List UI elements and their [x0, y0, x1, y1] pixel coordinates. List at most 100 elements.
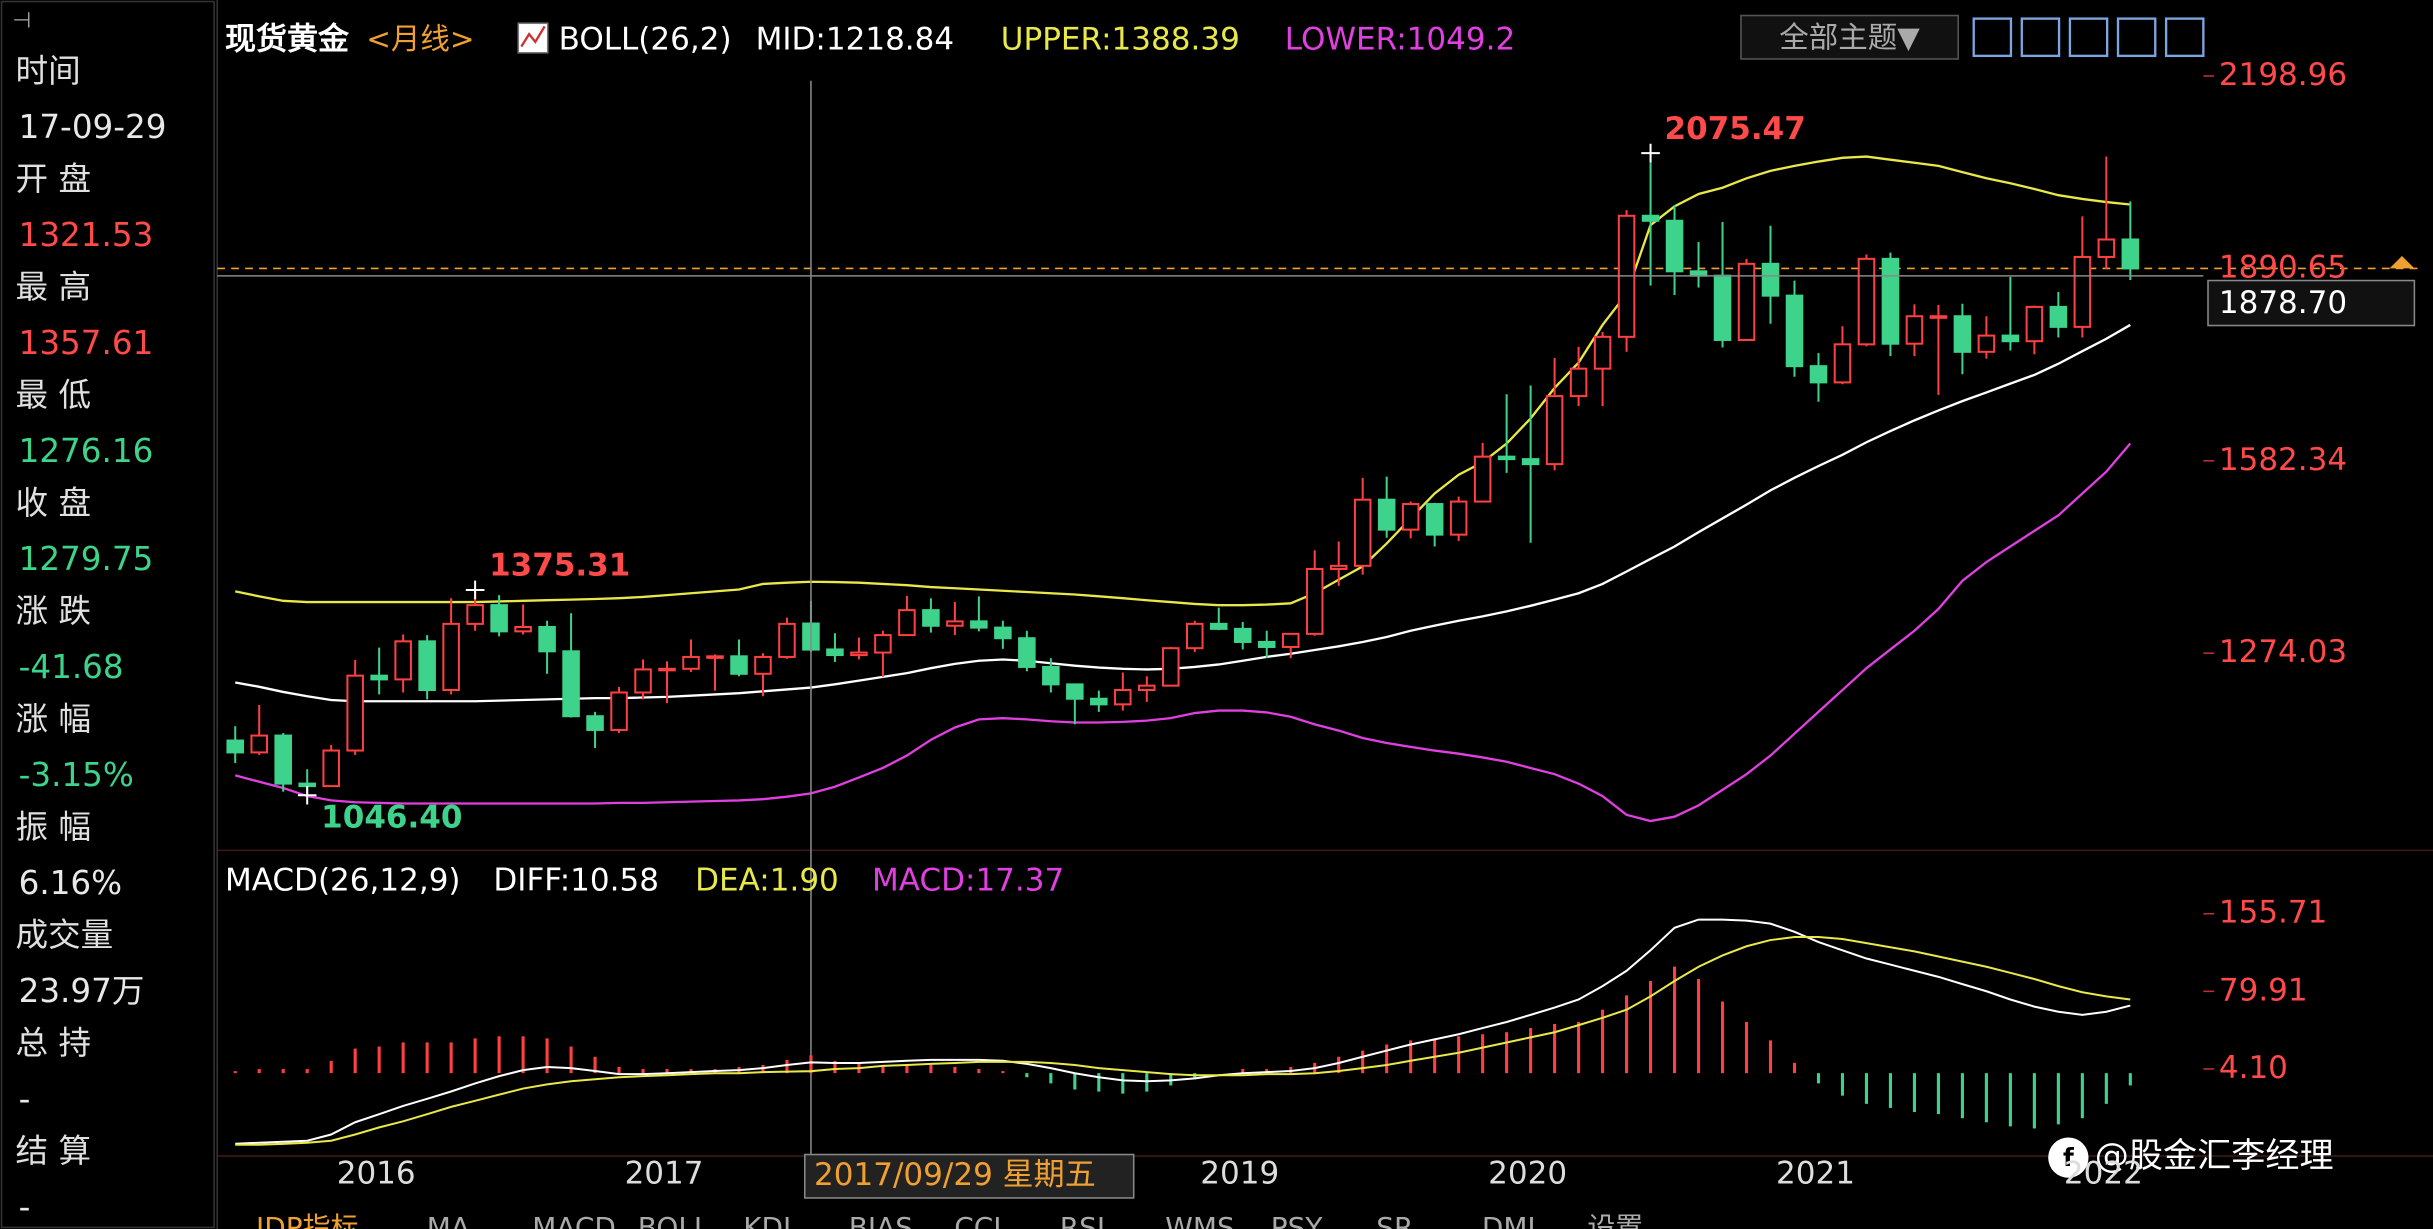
candle-body	[898, 609, 916, 637]
tool-icon[interactable]	[2116, 17, 2157, 58]
candle-body	[250, 734, 268, 754]
tab[interactable]: KDJ	[743, 1211, 791, 1229]
tab[interactable]: MACD	[532, 1211, 616, 1229]
y-tick-label: 1274.03	[2219, 634, 2347, 670]
candle-body	[1186, 622, 1204, 650]
candle-body	[1162, 647, 1180, 687]
candle-body	[1785, 294, 1804, 368]
candle-body	[1737, 262, 1756, 341]
legend-entry: DEA:1.90	[695, 862, 839, 898]
tab[interactable]: WMS	[1165, 1211, 1234, 1229]
sidebar-value: 17-09-29	[19, 108, 167, 146]
candle-body	[2025, 305, 2044, 343]
candle-body	[1521, 458, 1540, 466]
tab[interactable]: MA	[427, 1211, 470, 1229]
candle-body	[1209, 622, 1228, 630]
last-price-label: 1890.65	[2219, 249, 2347, 285]
sidebar-frame	[0, 0, 215, 1229]
tool-icon[interactable]	[1972, 17, 2013, 58]
candle-body	[322, 749, 340, 788]
candle-body	[1977, 334, 1996, 353]
candle-body	[538, 625, 556, 653]
tab[interactable]: SR	[1376, 1211, 1413, 1229]
candle-body	[730, 655, 748, 675]
candle-body	[2073, 255, 2092, 328]
tab[interactable]: RSI	[1060, 1211, 1105, 1229]
tab[interactable]: BOLL	[638, 1211, 710, 1229]
candle-body	[1281, 632, 1300, 648]
candle-body	[1257, 640, 1276, 648]
candle-body	[466, 604, 484, 625]
theme-button-text[interactable]: 全部主题▼	[1779, 20, 1920, 54]
legend-entry: DIFF:10.58	[493, 862, 659, 898]
sidebar-label: 开 盘	[16, 160, 92, 198]
last-price-arrow	[2389, 256, 2415, 269]
candle-body	[826, 648, 844, 657]
theme-button[interactable]	[1740, 14, 1959, 60]
candle-body	[994, 626, 1012, 640]
candle-body	[850, 651, 868, 657]
sidebar-value: 23.97万	[19, 972, 145, 1010]
candle-body	[2097, 238, 2116, 258]
tool-icon[interactable]	[2020, 17, 2061, 58]
candle-body	[1473, 455, 1492, 503]
candle-body	[922, 609, 940, 627]
sidebar-value: 1357.61	[19, 324, 154, 362]
candle-body	[1305, 567, 1324, 635]
indicator-name: BOLL(26,2)	[559, 21, 732, 57]
candle-body	[442, 622, 460, 692]
sidebar-label: 最 高	[16, 268, 92, 306]
watermark-icon	[2048, 1137, 2089, 1178]
legend-entry: MACD:17.37	[872, 862, 1064, 898]
candle-body	[346, 674, 364, 752]
sidebar-value: -41.68	[19, 648, 124, 686]
candle-body	[1329, 564, 1348, 570]
tab[interactable]: PSY	[1271, 1211, 1324, 1229]
y-tick-label: 2198.96	[2219, 57, 2347, 93]
candle-body	[1593, 335, 1612, 370]
period-label: <月线>	[366, 22, 474, 56]
tool-icon[interactable]	[2164, 17, 2205, 58]
watermark: @股金汇李经理	[2095, 1136, 2334, 1176]
candle-body	[1090, 697, 1108, 706]
candle-body	[514, 625, 532, 633]
candle-body	[1761, 262, 1780, 297]
y-tick-label: 4.10	[2219, 1050, 2288, 1086]
sidebar-value: -3.15%	[19, 756, 134, 794]
candle-body	[1689, 270, 1708, 277]
candle-body	[1713, 274, 1732, 341]
candle-body	[1042, 665, 1060, 686]
sidebar-label: 涨 幅	[16, 700, 92, 738]
extreme-marker	[465, 580, 485, 600]
sidebar-value: 1276.16	[19, 432, 154, 470]
candle-body	[1449, 500, 1468, 536]
boll-icon-line	[520, 25, 546, 48]
tab[interactable]: JDP指标	[254, 1211, 358, 1229]
extreme-label: 1046.40	[321, 799, 462, 835]
tab[interactable]: 设置	[1587, 1211, 1643, 1229]
candle-body	[298, 782, 316, 788]
x-tick-label: 2016	[337, 1156, 416, 1192]
tab[interactable]: DMI	[1482, 1211, 1536, 1229]
sidebar-label: 时间	[16, 52, 81, 90]
candle-body	[1545, 395, 1564, 466]
candle-body	[706, 655, 724, 659]
y-tick-label: 79.91	[2219, 972, 2308, 1008]
sidebar-label: 振 幅	[16, 808, 92, 846]
tab[interactable]: BIAS	[849, 1211, 913, 1229]
extreme-label: 2075.47	[1665, 111, 1806, 147]
indicator-line	[234, 155, 2131, 607]
candle-body	[2049, 305, 2068, 328]
candle-body	[970, 620, 988, 629]
candle-body	[1401, 503, 1420, 531]
x-tick-label: 2020	[1488, 1156, 1567, 1192]
crosshair-date: 2017/09/29 星期五	[814, 1157, 1096, 1193]
tool-icon[interactable]	[2068, 17, 2109, 58]
tab[interactable]: CCI	[954, 1211, 1001, 1229]
extreme-marker	[1641, 143, 1660, 163]
candle-body	[394, 640, 412, 681]
candle-body	[634, 668, 652, 694]
